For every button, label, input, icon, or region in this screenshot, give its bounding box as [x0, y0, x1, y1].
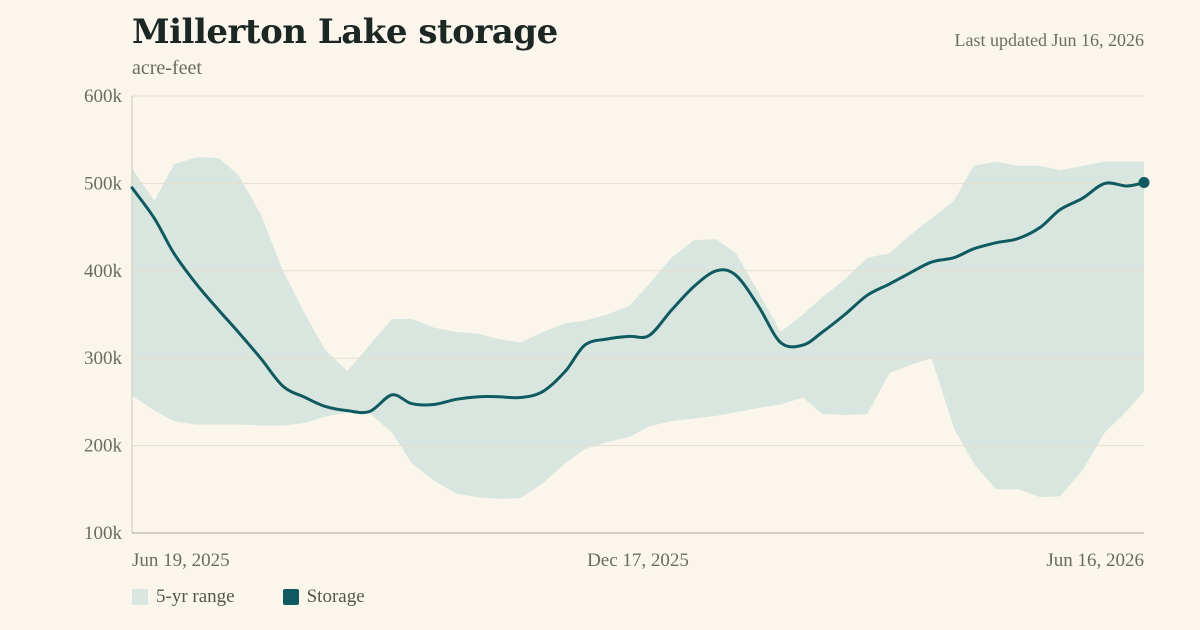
- legend-item-range: 5-yr range: [132, 586, 235, 608]
- legend-label-storage: Storage: [306, 586, 365, 607]
- legend-swatch-storage: [282, 589, 299, 605]
- last-updated-label: Last updated Jun 16, 2026: [954, 30, 1144, 50]
- y-tick-label: 200k: [84, 436, 123, 457]
- legend-item-storage: Storage: [282, 586, 365, 608]
- legend-swatch-range: [132, 589, 148, 605]
- y-tick-label: 300k: [84, 348, 123, 369]
- legend: 5-yr range Storage: [132, 586, 365, 608]
- x-tick-label: Jun 16, 2026: [1046, 550, 1144, 571]
- y-tick-label: 600k: [84, 86, 123, 107]
- x-tick-label: Jun 19, 2025: [132, 550, 230, 571]
- storage-line: [130, 181, 1146, 415]
- chart-subtitle: acre-feet: [132, 57, 202, 79]
- chart-title: Millerton Lake storage: [132, 12, 558, 52]
- y-tick-label: 100k: [84, 523, 123, 544]
- y-tick-label: 500k: [84, 173, 123, 194]
- legend-label-range: 5-yr range: [156, 586, 235, 607]
- x-tick-label: Dec 17, 2025: [587, 550, 689, 571]
- y-tick-label: 400k: [84, 261, 123, 282]
- range-band: [132, 157, 1144, 499]
- latest-value-dot: [1138, 177, 1150, 189]
